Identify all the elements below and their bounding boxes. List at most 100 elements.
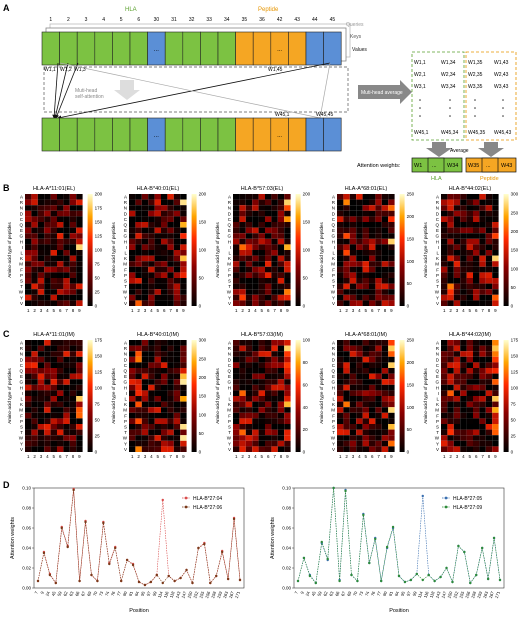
heatmap-cell <box>148 379 155 385</box>
heatmap-cell <box>265 440 272 447</box>
heatmap-cell <box>31 412 38 419</box>
heatmap-cell <box>167 424 174 430</box>
heatmap-cell <box>277 238 285 245</box>
values-token-10 <box>200 31 219 66</box>
heatmap-row-label: H <box>332 385 335 390</box>
heatmap-cell <box>375 351 382 357</box>
heatmap-cell <box>460 289 467 295</box>
heatmap-cell <box>337 266 344 273</box>
heatmap-cell <box>44 233 51 239</box>
heatmap-cell <box>31 384 38 391</box>
x-tick-label: 150 <box>186 590 193 599</box>
heatmap-cell <box>161 199 168 206</box>
heatmap-cell <box>441 261 448 267</box>
heatmap-cell <box>141 418 149 424</box>
heatmap-cell <box>76 390 83 396</box>
heatmap-row-label: D <box>228 211 232 216</box>
values-token-4 <box>94 31 113 66</box>
heatmap-cell <box>466 446 473 452</box>
heatmap-cell <box>343 412 350 419</box>
heatmap-cell <box>265 210 272 217</box>
heatmap-col-label: 5 <box>469 308 472 313</box>
colorbar-tick-label: 60 <box>303 382 309 387</box>
heatmap-cell <box>148 446 155 452</box>
heatmap-cell <box>31 429 38 436</box>
heatmap-cell <box>284 412 291 419</box>
heatmap-cell <box>141 396 149 402</box>
heatmap-cell <box>265 429 272 436</box>
data-point <box>125 558 129 562</box>
heatmap-cell <box>252 244 259 250</box>
heatmap-cell <box>375 194 382 200</box>
heatmap-row-label: Y <box>20 295 23 300</box>
heatmap-cell <box>447 390 454 396</box>
heatmap-cell <box>492 379 499 385</box>
heatmap-cell <box>485 300 493 306</box>
data-point <box>350 573 353 577</box>
heatmap-cell <box>258 261 265 267</box>
y-tick-label: 0.08 <box>22 506 31 511</box>
heatmap-cell <box>37 289 45 295</box>
position-number: 33 <box>206 17 212 23</box>
heatmap-ylabel: Amino-acid type of peptides <box>319 221 324 277</box>
heatmap-cell <box>277 362 285 368</box>
heatmap-row-label: L <box>20 397 23 402</box>
heatmap-cell <box>129 216 136 222</box>
heatmap-col-label: 7 <box>65 454 68 459</box>
heatmap-cell <box>284 373 291 380</box>
heatmap-cell <box>50 294 57 301</box>
heatmap-cell <box>129 266 136 273</box>
heatmap-cell <box>44 340 51 346</box>
average-arrow-peptide-icon <box>478 142 504 157</box>
heatmap-cell <box>25 210 32 217</box>
heatmap-cell <box>258 255 265 262</box>
heatmap-cell <box>441 356 448 363</box>
heatmap-cell <box>258 351 265 357</box>
heatmap-cell <box>441 194 448 200</box>
self-attention-label-1: Muti-head <box>75 88 97 94</box>
heatmap-cell <box>258 244 265 250</box>
heatmap-cell <box>265 244 272 250</box>
heatmap-cell <box>239 401 246 408</box>
heatmap-cell <box>63 205 70 211</box>
heatmap-row-label: R <box>124 346 128 351</box>
heatmap-cell <box>441 362 448 368</box>
heatmap-cell <box>343 440 350 447</box>
heatmap-cell <box>57 210 64 217</box>
heatmap-row-label: L <box>124 397 127 402</box>
colorbar-tick-label: 150 <box>95 220 103 225</box>
heatmap-cell <box>375 379 382 385</box>
heatmap-cell <box>135 407 142 413</box>
heatmap-cell <box>258 199 265 206</box>
plot-frame <box>293 487 505 589</box>
heatmap-cell <box>381 216 389 222</box>
heatmap-cell <box>349 446 357 452</box>
heatmap-row-label: H <box>124 239 127 244</box>
heatmap-row-label: G <box>19 380 23 385</box>
heatmap-row-label: G <box>227 234 231 239</box>
heatmap-cell <box>245 233 253 239</box>
heatmap-cell <box>44 199 51 206</box>
heatmap-col-label: 8 <box>384 308 387 313</box>
heatmap-cell <box>25 368 32 374</box>
heatmap-cell <box>135 278 142 284</box>
heatmap-cell <box>57 294 64 301</box>
heatmap-cell <box>369 435 376 441</box>
heatmap-cell <box>37 362 45 368</box>
values-token-6 <box>129 31 148 66</box>
heatmap-cell <box>441 407 448 413</box>
heatmap-cell <box>76 424 83 430</box>
heatmap-row-label: L <box>228 397 231 402</box>
heatmap-cell <box>57 345 64 352</box>
heatmap-cell <box>180 429 187 436</box>
heatmap-cell <box>492 261 499 267</box>
heatmap-cell <box>129 294 136 301</box>
heatmap-cell <box>141 289 149 295</box>
heatmap-cell <box>284 396 291 402</box>
heatmap-col-label: 4 <box>254 454 257 459</box>
heatmap-cell <box>337 407 344 413</box>
heatmap-cell <box>265 340 272 346</box>
heatmap-cell <box>479 205 486 211</box>
heatmap-cell <box>31 244 38 250</box>
heatmap-cell <box>141 244 149 250</box>
